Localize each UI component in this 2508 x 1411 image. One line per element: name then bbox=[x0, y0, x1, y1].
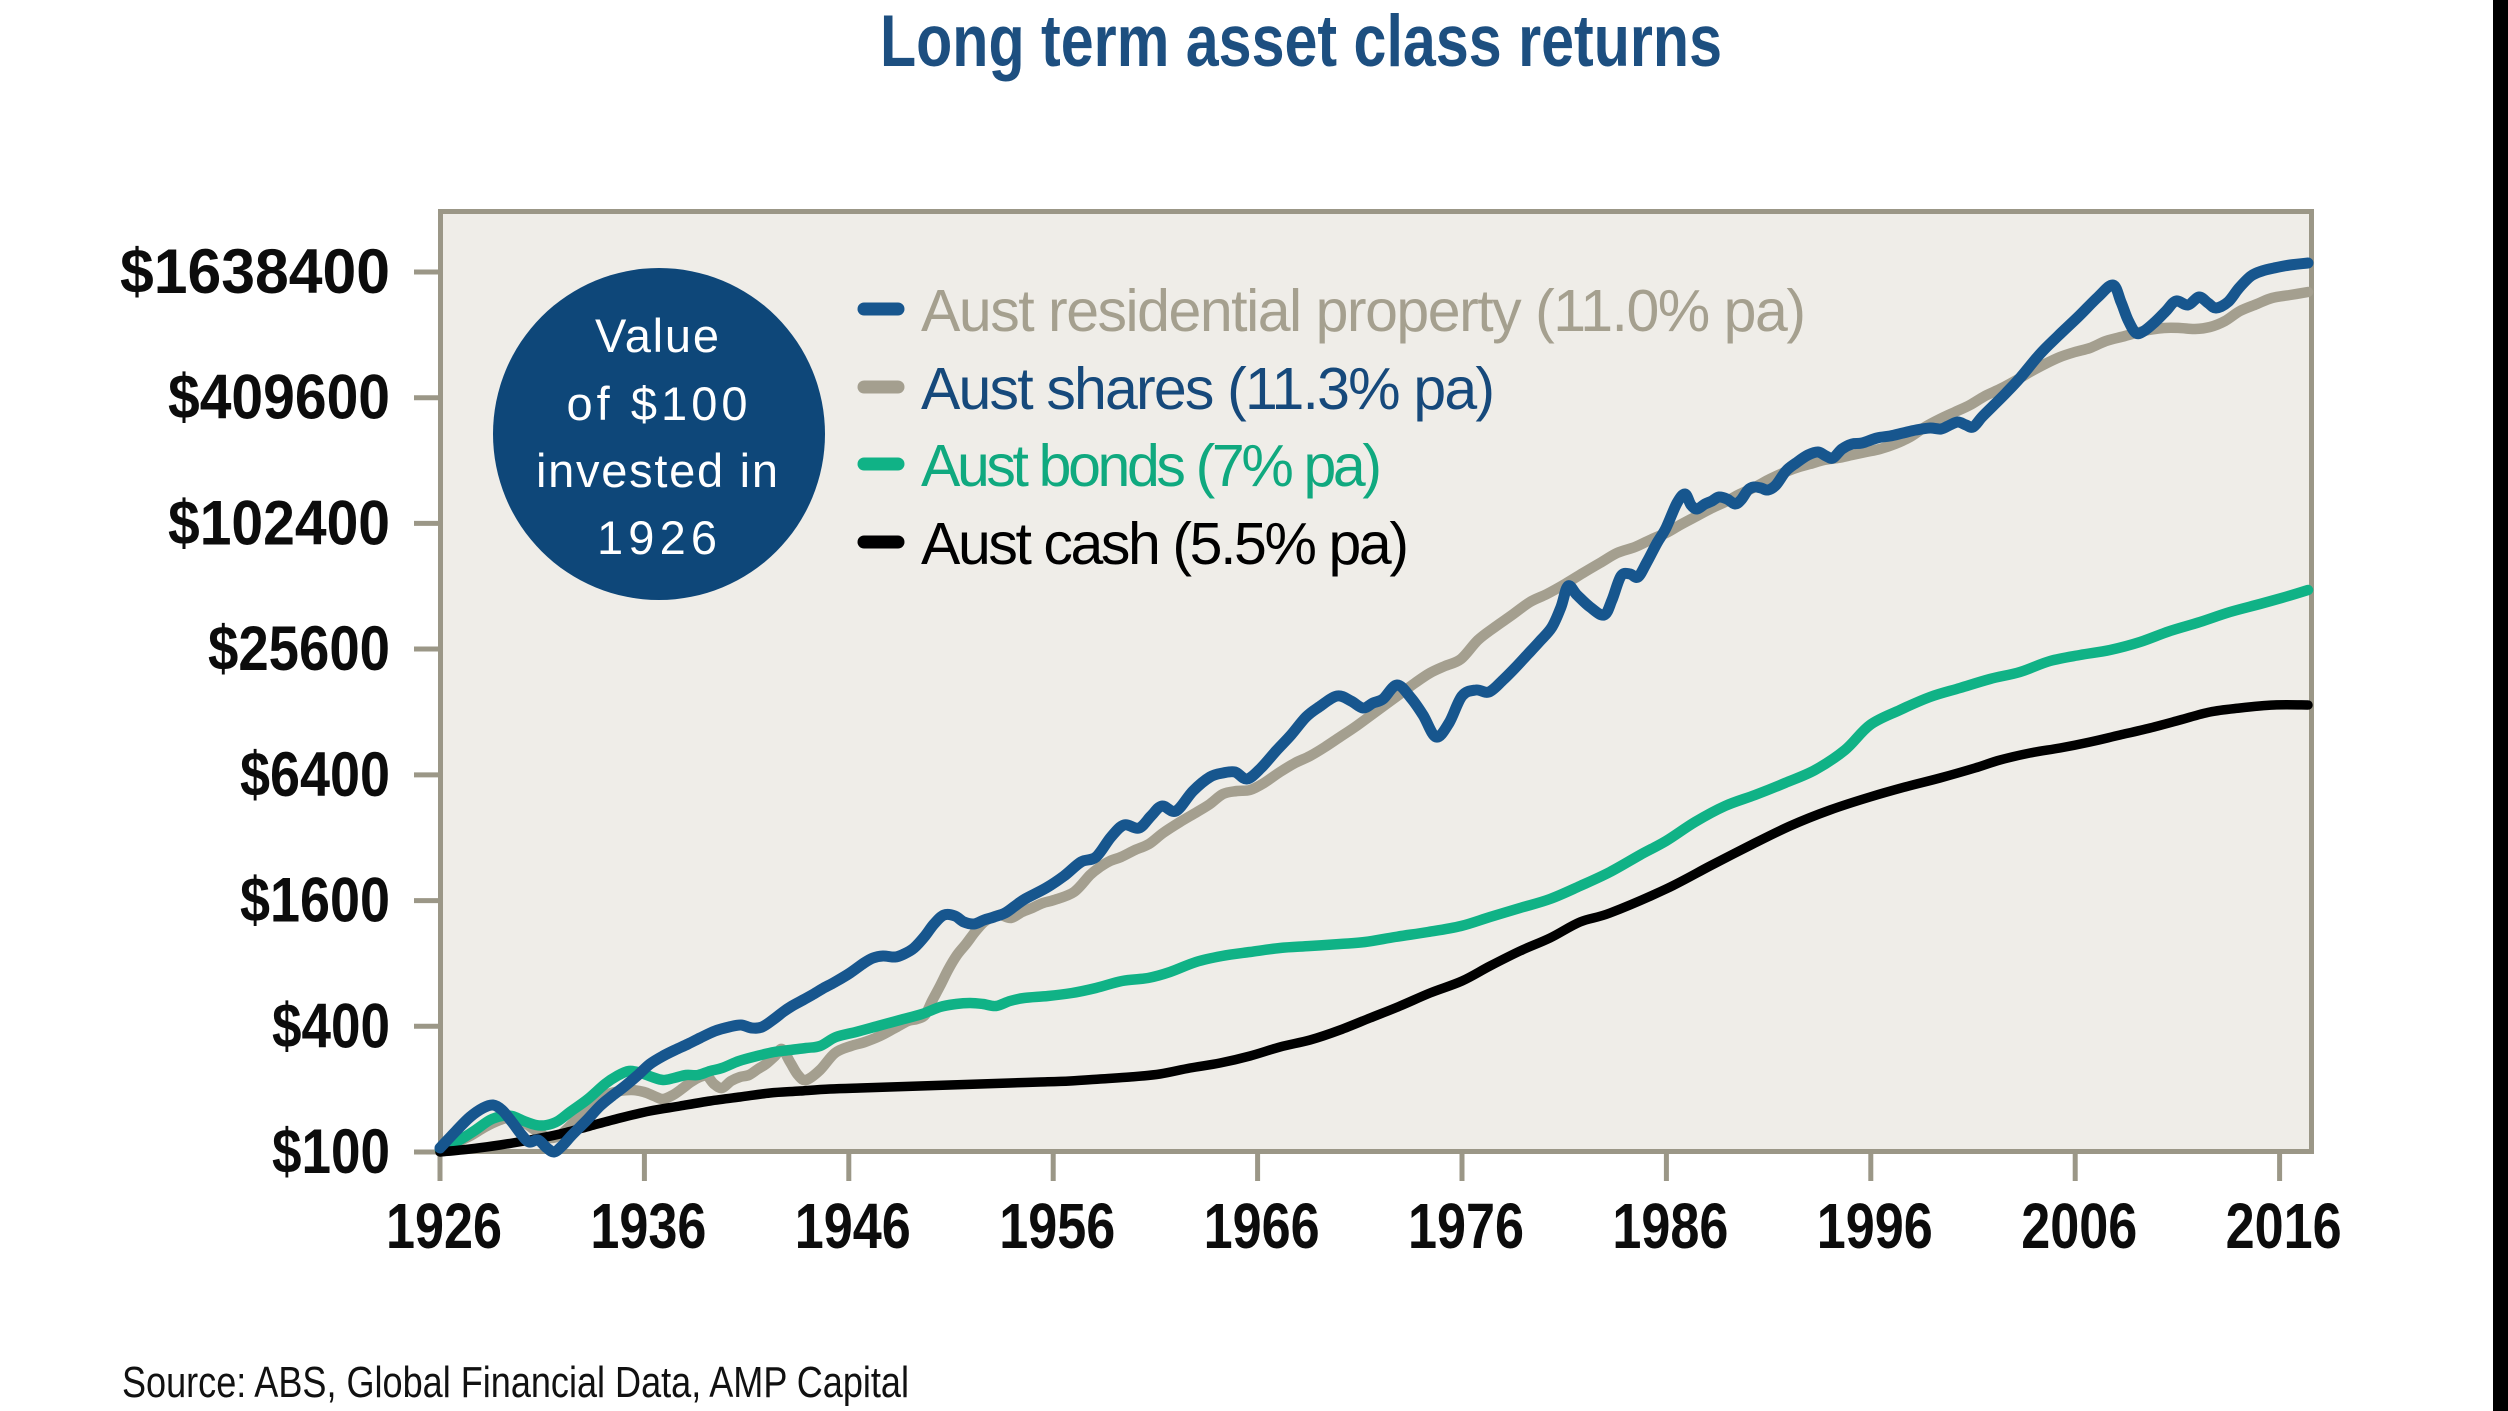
svg-text:$1600: $1600 bbox=[240, 866, 390, 936]
svg-text:$25600: $25600 bbox=[208, 614, 390, 684]
svg-text:Aust shares (11.3% pa): Aust shares (11.3% pa) bbox=[921, 356, 1495, 422]
svg-text:$400: $400 bbox=[272, 991, 390, 1061]
svg-text:$102400: $102400 bbox=[168, 488, 390, 558]
svg-text:1986: 1986 bbox=[1612, 1190, 1728, 1262]
svg-text:$6400: $6400 bbox=[240, 740, 390, 810]
svg-text:Value: Value bbox=[595, 309, 719, 362]
svg-text:Aust residential property (11.: Aust residential property (11.0% pa) bbox=[921, 278, 1806, 344]
svg-text:1966: 1966 bbox=[1204, 1190, 1320, 1262]
svg-text:Long term asset class returns: Long term asset class returns bbox=[880, 1, 1722, 82]
svg-text:1936: 1936 bbox=[590, 1190, 706, 1262]
svg-text:$100: $100 bbox=[272, 1117, 390, 1187]
svg-text:$1638400: $1638400 bbox=[120, 237, 390, 307]
svg-text:1996: 1996 bbox=[1817, 1190, 1933, 1262]
svg-text:1956: 1956 bbox=[999, 1190, 1115, 1262]
svg-text:2016: 2016 bbox=[2226, 1190, 2342, 1262]
svg-text:Aust cash (5.5% pa): Aust cash (5.5% pa) bbox=[921, 511, 1409, 577]
svg-text:Source: ABS, Global Financial: Source: ABS, Global Financial Data, AMP … bbox=[122, 1358, 909, 1407]
svg-text:2006: 2006 bbox=[2021, 1190, 2137, 1262]
svg-text:1946: 1946 bbox=[795, 1190, 911, 1262]
svg-text:invested in: invested in bbox=[536, 444, 778, 497]
svg-text:Aust bonds (7% pa): Aust bonds (7% pa) bbox=[921, 433, 1382, 499]
svg-text:1976: 1976 bbox=[1408, 1190, 1524, 1262]
svg-text:$409600: $409600 bbox=[168, 363, 390, 433]
svg-text:1926: 1926 bbox=[386, 1190, 502, 1262]
